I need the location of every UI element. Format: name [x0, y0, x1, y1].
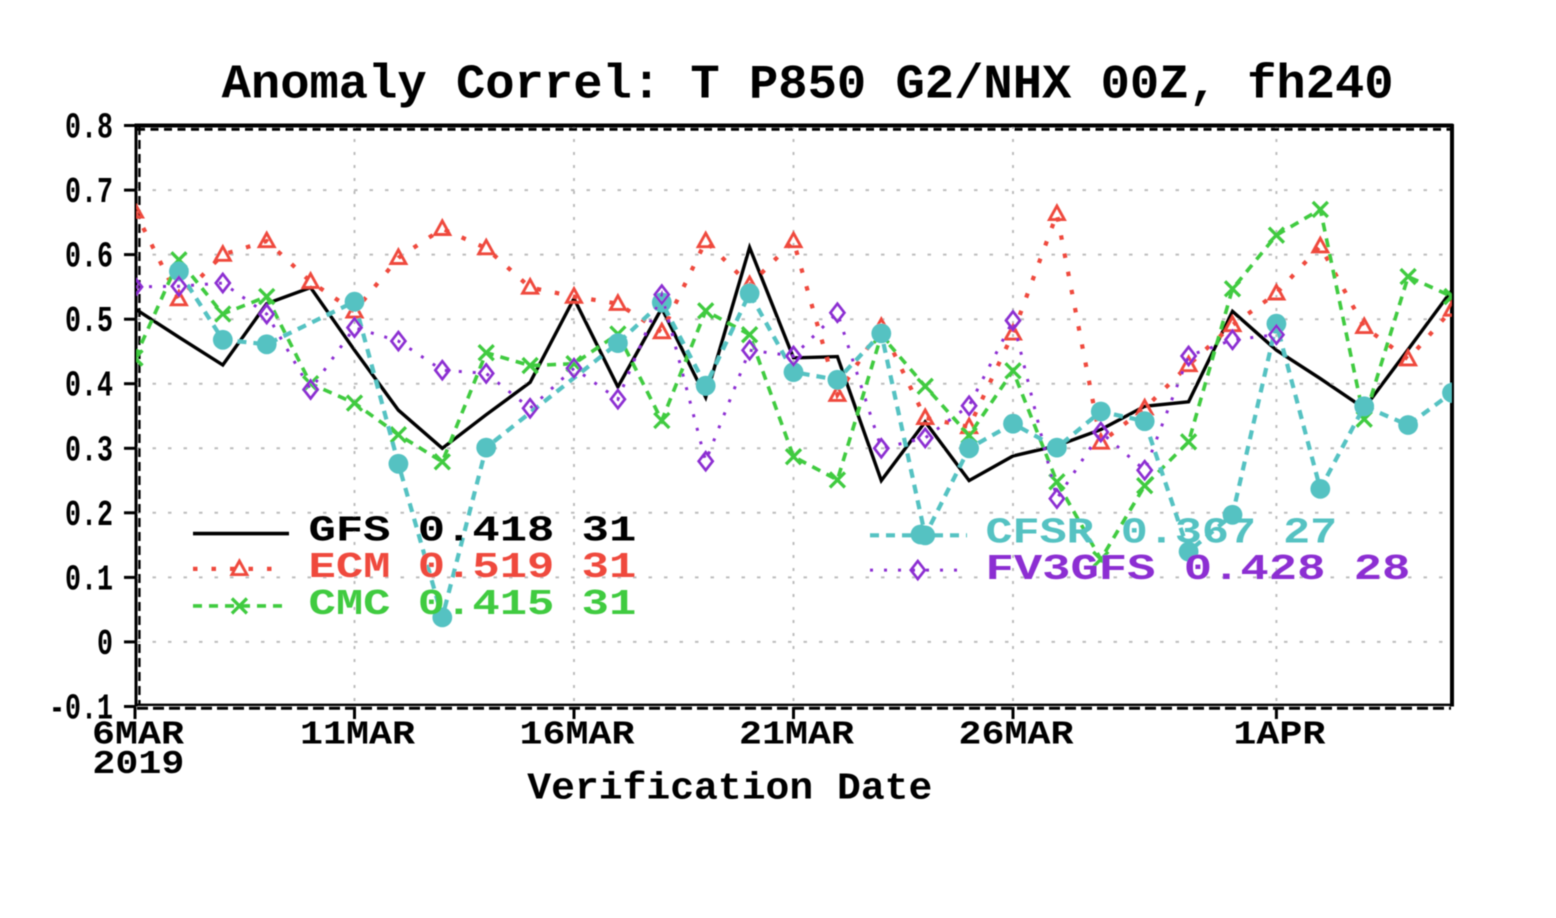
- svg-text:0.5: 0.5: [65, 301, 113, 342]
- svg-text:FV3GFS 0.428 28: FV3GFS 0.428 28: [986, 549, 1411, 590]
- svg-text:11MAR: 11MAR: [300, 717, 415, 754]
- svg-text:CMC 0.415 31: CMC 0.415 31: [309, 584, 637, 625]
- svg-text:0.2: 0.2: [65, 495, 113, 536]
- svg-text:0.6: 0.6: [65, 237, 113, 278]
- svg-text:CFSR 0.367 27: CFSR 0.367 27: [986, 513, 1338, 554]
- svg-text:0: 0: [97, 624, 113, 665]
- svg-text:0.7: 0.7: [65, 172, 113, 213]
- svg-text:-0.1: -0.1: [49, 689, 113, 730]
- svg-text:ECM 0.519 31: ECM 0.519 31: [309, 547, 637, 588]
- svg-text:6MAR: 6MAR: [92, 717, 184, 754]
- svg-text:Verification Date: Verification Date: [527, 767, 932, 810]
- svg-text:GFS 0.418 31: GFS 0.418 31: [309, 511, 637, 552]
- svg-text:0.3: 0.3: [65, 430, 113, 471]
- svg-text:0.4: 0.4: [65, 366, 113, 407]
- svg-text:Anomaly Correl: T P850 G2/NHX: Anomaly Correl: T P850 G2/NHX 00Z, fh240: [222, 59, 1394, 113]
- svg-text:1APR: 1APR: [1233, 717, 1325, 754]
- svg-text:0.8: 0.8: [65, 108, 113, 149]
- svg-text:2019: 2019: [92, 746, 184, 783]
- svg-text:21MAR: 21MAR: [739, 717, 854, 754]
- svg-text:26MAR: 26MAR: [959, 717, 1074, 754]
- svg-text:0.1: 0.1: [65, 559, 113, 600]
- svg-text:16MAR: 16MAR: [520, 717, 635, 754]
